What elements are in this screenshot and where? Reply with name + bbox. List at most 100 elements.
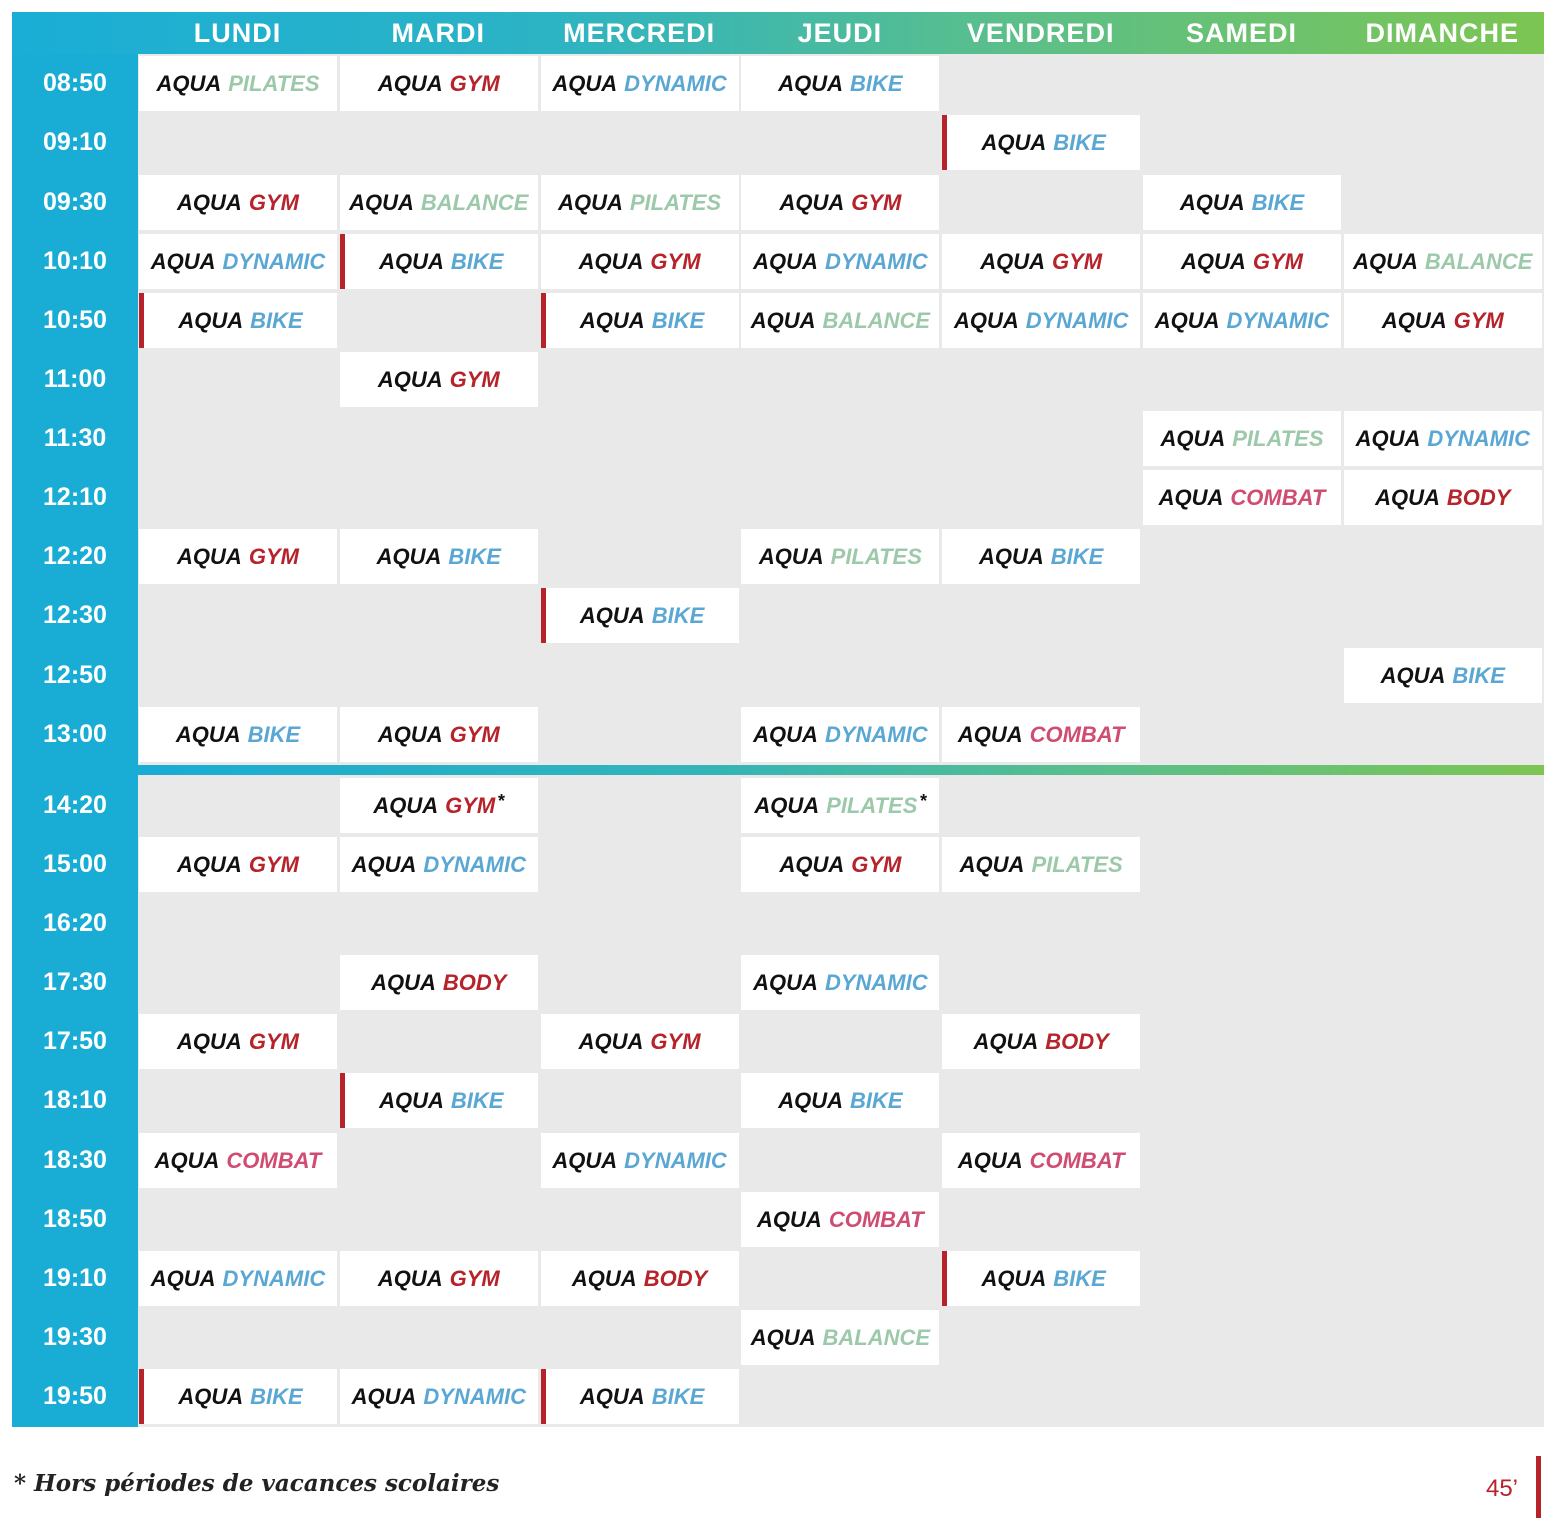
class-slot: AQUA BIKE (540, 588, 739, 643)
class-prefix: AQUA (1380, 662, 1446, 688)
class-prefix: AQUA (379, 1087, 444, 1113)
class-slot: AQUA PILATES (540, 175, 739, 230)
class-slot: AQUA PILATES (1143, 411, 1341, 466)
class-slot: AQUA GYM (139, 837, 337, 892)
class-name: GYM (650, 1028, 701, 1054)
class-name: BODY (1045, 1028, 1109, 1054)
class-slot: AQUA BIKE (339, 234, 538, 289)
class-prefix: AQUA (973, 1028, 1039, 1054)
class-slot: AQUA BALANCE (339, 175, 538, 230)
class-name: GYM (248, 851, 299, 877)
class-name: GYM (851, 851, 902, 877)
class-slot: AQUA DYNAMIC (942, 293, 1141, 348)
class-slot: AQUA BODY (1343, 470, 1542, 525)
class-name: BODY (1446, 484, 1511, 510)
class-prefix: AQUA (753, 969, 818, 995)
class-slot: AQUA BIKE (942, 115, 1141, 170)
class-prefix: AQUA (753, 248, 818, 274)
day-header-jeudi: JEUDI (797, 17, 883, 48)
class-prefix: AQUA (750, 1324, 816, 1350)
class-slot: AQUA BALANCE (741, 293, 940, 348)
class-prefix: AQUA (959, 851, 1025, 877)
class-name: COMBAT (226, 1147, 322, 1173)
class-slot: AQUA BALANCE (1343, 234, 1542, 289)
class-prefix: AQUA (552, 1147, 618, 1173)
class-prefix: AQUA (1154, 307, 1220, 333)
class-slot: AQUA BIKE (540, 1369, 739, 1424)
footnote-marker: * (919, 791, 927, 811)
class-prefix: AQUA (351, 851, 417, 877)
time-label: 17:50 (43, 1027, 107, 1055)
class-slot: AQUA BALANCE (741, 1310, 940, 1365)
class-prefix: AQUA (1353, 248, 1418, 274)
class-slot: AQUA BIKE (942, 529, 1141, 584)
time-label: 12:50 (43, 661, 107, 689)
class-name: BIKE (247, 721, 301, 747)
class-slot: AQUA DYNAMIC (741, 955, 940, 1010)
class-name: PILATES (830, 543, 922, 569)
class-name: GYM (1453, 307, 1504, 333)
class-slot: AQUA BIKE (540, 293, 739, 348)
class-slot: AQUA COMBAT (139, 1133, 337, 1188)
time-label: 12:30 (43, 601, 107, 629)
class-prefix: AQUA (981, 1265, 1047, 1291)
class-prefix: AQUA (175, 721, 241, 747)
time-label: 10:10 (43, 247, 107, 275)
class-name: BIKE (1050, 543, 1104, 569)
class-name: BIKE (850, 1087, 903, 1113)
time-label: 11:00 (43, 365, 107, 393)
class-prefix: AQUA (379, 248, 444, 274)
class-slot: AQUA GYM (339, 707, 538, 762)
class-name: GYM (851, 189, 902, 215)
time-label: 08:50 (43, 69, 107, 97)
class-name: COMBAT (828, 1206, 924, 1232)
day-header-mercredi: MERCREDI (563, 17, 716, 48)
class-prefix: AQUA (953, 307, 1019, 333)
class-name: PILATES (228, 70, 320, 96)
class-name: GYM (449, 366, 500, 392)
time-label: 10:50 (43, 306, 107, 334)
class-slot: AQUA DYNAMIC (741, 707, 940, 762)
class-slot: AQUA BIKE (139, 293, 337, 348)
class-name: BIKE (450, 248, 504, 274)
class-slot: AQUA GYM (741, 837, 940, 892)
class-prefix: AQUA (579, 1383, 645, 1409)
class-name: DYNAMIC (824, 969, 928, 995)
class-prefix: AQUA (371, 969, 436, 995)
class-name: PILATES (629, 189, 722, 215)
class-slot: AQUA PILATES (139, 56, 337, 111)
class-name: GYM (445, 792, 496, 818)
class-prefix: AQUA (779, 851, 845, 877)
class-prefix: AQUA (778, 70, 843, 96)
class-slot: AQUA BODY (540, 1251, 739, 1306)
class-slot: AQUA BIKE (139, 707, 337, 762)
class-slot: AQUA BIKE (1343, 648, 1542, 703)
class-prefix: AQUA (981, 129, 1047, 155)
time-label: 19:10 (43, 1264, 107, 1292)
class-slot: AQUA DYNAMIC (741, 234, 940, 289)
footnote: * Hors périodes de vacances scolaires (14, 1469, 500, 1497)
class-slot: AQUA GYM * (339, 778, 538, 833)
class-prefix: AQUA (778, 1087, 843, 1113)
class-prefix: AQUA (571, 1265, 637, 1291)
class-name: GYM (449, 721, 500, 747)
time-label: 18:10 (43, 1086, 107, 1114)
class-name: BIKE (250, 307, 303, 333)
class-name: BODY (442, 969, 507, 995)
time-label: 19:30 (43, 1323, 107, 1351)
class-name: BIKE (651, 602, 705, 628)
class-slot: AQUA COMBAT (942, 707, 1141, 762)
class-prefix: AQUA (758, 543, 824, 569)
class-name: DYNAMIC (824, 248, 928, 274)
class-name: PILATES (1232, 425, 1324, 451)
class-name: GYM (248, 1028, 299, 1054)
class-slot: AQUA COMBAT (741, 1192, 940, 1247)
class-name: BIKE (448, 543, 501, 569)
class-name: GYM (248, 189, 299, 215)
time-label: 18:50 (43, 1205, 107, 1233)
class-name: DYNAMIC (624, 1147, 727, 1173)
class-prefix: AQUA (377, 70, 443, 96)
class-prefix: AQUA (750, 307, 816, 333)
class-slot: AQUA BIKE (942, 1251, 1141, 1306)
day-header-mardi: MARDI (391, 17, 486, 48)
